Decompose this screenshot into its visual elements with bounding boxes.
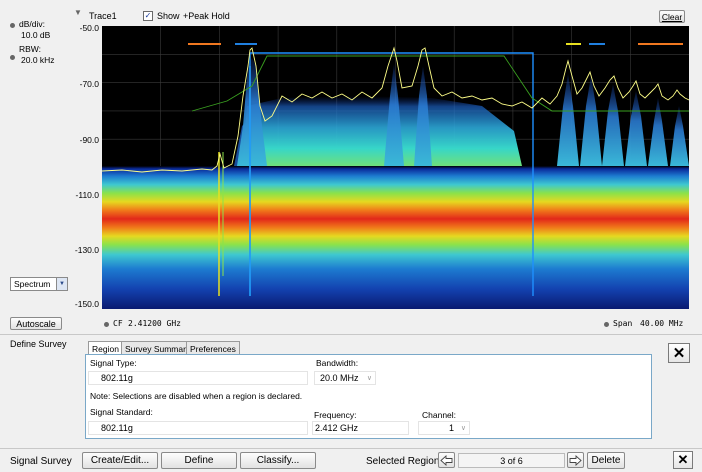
- y-tick-label: -110.0: [75, 190, 99, 200]
- signal-type-value: 802.11g: [101, 373, 133, 383]
- db-div-icon[interactable]: [10, 23, 15, 28]
- arrow-right-icon: [569, 454, 582, 466]
- cf-value: 2.41200 GHz: [128, 319, 181, 328]
- close-define-survey-button[interactable]: ✕: [668, 343, 690, 363]
- rbw-icon[interactable]: [10, 55, 15, 60]
- spectrum-plot[interactable]: [102, 26, 689, 309]
- clear-button[interactable]: Clear: [659, 10, 685, 23]
- span-value: 40.00 MHz: [640, 319, 684, 328]
- view-select-value: Spectrum: [14, 279, 51, 289]
- frequency-label: Frequency:: [314, 410, 357, 420]
- selected-region-field: 3 of 6: [458, 453, 565, 468]
- channel-value: 1: [449, 423, 455, 433]
- cf-icon[interactable]: [104, 322, 109, 327]
- span-label: Span: [613, 319, 633, 328]
- chevron-down-icon: ∨: [460, 425, 466, 432]
- bandwidth-select[interactable]: 20.0 MHz ∨: [314, 371, 376, 385]
- next-region-button[interactable]: [567, 452, 584, 468]
- trace-name[interactable]: Trace1: [89, 11, 117, 21]
- signal-standard-value: 802.11g: [101, 423, 133, 433]
- db-div-value: 10.0 dB: [21, 30, 51, 40]
- footer-title: Signal Survey: [10, 456, 72, 467]
- delete-button[interactable]: Delete: [587, 452, 625, 469]
- divider: [0, 334, 702, 335]
- channel-label: Channel:: [422, 410, 457, 420]
- signal-type-field: 802.11g: [88, 371, 308, 385]
- define-button[interactable]: Define: [161, 452, 237, 469]
- peak-hold-label[interactable]: +Peak Hold: [183, 11, 230, 21]
- selected-region-value: 3 of 6: [500, 455, 523, 466]
- close-icon: ✕: [672, 345, 686, 362]
- signal-standard-field: 802.11g: [88, 421, 308, 435]
- chevron-down-icon[interactable]: ▼: [74, 8, 82, 17]
- span-icon[interactable]: [604, 322, 609, 327]
- bandwidth-label: Bandwidth:: [316, 358, 359, 368]
- create-edit-button[interactable]: Create/Edit...: [82, 452, 158, 469]
- close-signal-survey-button[interactable]: ✕: [673, 451, 693, 469]
- rbw-label: RBW:: [19, 44, 42, 54]
- arrow-left-icon: [440, 454, 453, 466]
- tab-survey-summary[interactable]: Survey Summary: [121, 341, 195, 355]
- db-div-label: dB/div:: [19, 19, 45, 29]
- define-survey-title: Define Survey: [10, 339, 67, 349]
- signal-type-label: Signal Type:: [90, 358, 137, 368]
- footer-divider: [0, 448, 702, 449]
- selected-region-label: Selected Region:: [366, 456, 443, 467]
- bandwidth-value: 20.0 MHz: [320, 373, 359, 383]
- y-tick-label: -90.0: [79, 135, 99, 145]
- rbw-value: 20.0 kHz: [21, 55, 55, 65]
- show-label: Show: [157, 11, 180, 21]
- chevron-down-icon[interactable]: ▼: [56, 278, 67, 290]
- view-select[interactable]: Spectrum ▼: [10, 277, 68, 291]
- note-text: Note: Selections are disabled when a reg…: [90, 391, 303, 401]
- channel-select[interactable]: 1 ∨: [418, 421, 470, 435]
- y-tick-label: -130.0: [74, 245, 99, 255]
- previous-region-button[interactable]: [438, 452, 455, 468]
- frequency-field[interactable]: 2.412 GHz: [312, 421, 409, 435]
- classify-button[interactable]: Classify...: [240, 452, 316, 469]
- show-checkbox[interactable]: ✓: [143, 11, 153, 21]
- autoscale-button[interactable]: Autoscale: [10, 317, 62, 330]
- y-tick-label: -150.0: [74, 299, 99, 309]
- cf-label: CF: [113, 319, 123, 328]
- trace-toolbar: ▼ Trace1 ✓ Show +Peak Hold: [70, 8, 690, 24]
- signal-standard-label: Signal Standard:: [90, 407, 153, 417]
- frequency-value: 2.412 GHz: [315, 423, 359, 433]
- chevron-down-icon: ∨: [366, 375, 372, 382]
- close-icon: ✕: [677, 452, 689, 467]
- y-tick-label: -50.0: [79, 23, 99, 33]
- y-tick-label: -70.0: [79, 79, 99, 89]
- y-axis: -50.0 -70.0 -90.0 -110.0 -130.0 -150.0: [55, 0, 99, 320]
- tab-preferences[interactable]: Preferences: [186, 341, 240, 355]
